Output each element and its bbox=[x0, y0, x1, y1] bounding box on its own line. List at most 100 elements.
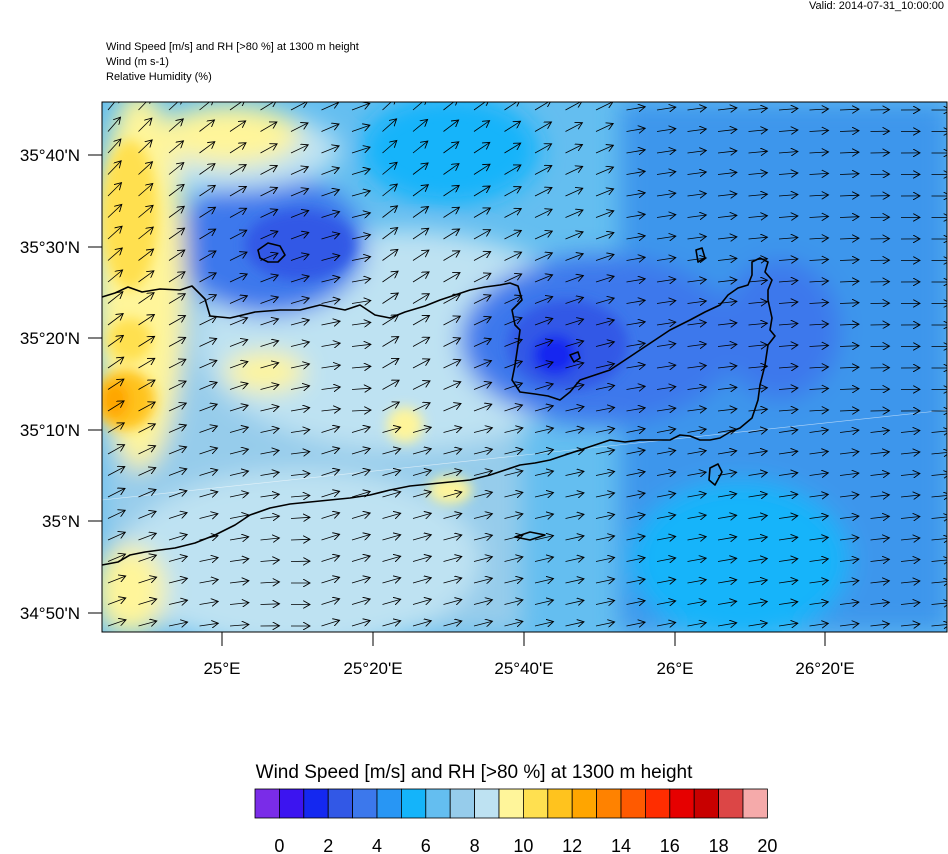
colorbar-tick-label: 14 bbox=[611, 836, 631, 854]
wind-arrow bbox=[199, 514, 218, 519]
wind-arrow bbox=[382, 102, 397, 111]
wind-arrow bbox=[565, 514, 585, 518]
wind-arrow bbox=[168, 359, 186, 369]
wind-arrow bbox=[687, 151, 707, 154]
wind-arrow bbox=[168, 513, 187, 519]
wind-arrow bbox=[138, 227, 154, 240]
wind-arrow bbox=[626, 279, 646, 282]
wind-arrow bbox=[687, 515, 707, 518]
wind-arrow bbox=[107, 576, 126, 584]
wind-arrow bbox=[107, 532, 125, 541]
wind-arrow bbox=[717, 258, 737, 260]
wind-arrow bbox=[717, 108, 737, 110]
wind-arrow bbox=[351, 513, 370, 519]
wind-arrow bbox=[748, 388, 768, 390]
wind-arrow bbox=[199, 448, 218, 455]
wind-arrow bbox=[168, 600, 188, 604]
wind-arrow bbox=[229, 362, 248, 369]
wind-arrow bbox=[473, 164, 490, 175]
wind-arrow bbox=[900, 560, 920, 562]
wind-arrow bbox=[107, 270, 123, 283]
wind-arrow bbox=[443, 120, 459, 132]
wind-arrow bbox=[260, 275, 279, 283]
wind-arrow bbox=[656, 172, 676, 175]
wind-arrow bbox=[321, 124, 340, 132]
wind-arrow bbox=[748, 194, 768, 196]
wind-arrow bbox=[107, 183, 122, 197]
wind-arrow bbox=[473, 492, 492, 497]
wind-arrow bbox=[138, 380, 156, 390]
wind-arrow bbox=[138, 511, 157, 519]
wind-arrow bbox=[138, 293, 155, 304]
wind-arrow bbox=[534, 122, 552, 132]
wind-arrow bbox=[656, 150, 676, 153]
wind-arrow bbox=[534, 406, 553, 411]
wind-arrow bbox=[504, 621, 523, 626]
wind-arrow bbox=[443, 360, 461, 369]
wind-arrow bbox=[534, 297, 553, 304]
wind-arrow bbox=[565, 428, 585, 432]
colorbar-swatch bbox=[718, 788, 744, 819]
wind-arrow bbox=[260, 385, 279, 390]
wind-arrow bbox=[595, 450, 615, 454]
wind-arrow bbox=[107, 314, 123, 326]
wind-arrow bbox=[534, 362, 553, 369]
wind-arrow bbox=[138, 205, 154, 218]
colorbar-swatch bbox=[254, 788, 280, 819]
wind-arrow bbox=[748, 173, 768, 175]
wind-arrow bbox=[656, 622, 676, 626]
wind-arrow bbox=[656, 301, 676, 304]
wind-arrow bbox=[656, 129, 676, 132]
wind-arrow bbox=[809, 367, 829, 368]
colorbar-tick-label: 2 bbox=[323, 836, 333, 854]
wind-arrow bbox=[595, 298, 614, 303]
wind-arrow bbox=[626, 601, 646, 605]
wind-arrow bbox=[504, 578, 523, 583]
wind-arrow bbox=[595, 167, 614, 175]
colorbar-swatch bbox=[498, 788, 524, 819]
colorbar-swatch bbox=[669, 788, 695, 819]
wind-arrow bbox=[809, 173, 829, 174]
wind-arrow bbox=[839, 346, 859, 347]
wind-arrow bbox=[321, 343, 341, 346]
wind-arrow bbox=[473, 295, 491, 304]
wind-arrow bbox=[870, 624, 890, 626]
wind-arrow bbox=[778, 623, 798, 626]
wind-arrow bbox=[107, 379, 124, 390]
wind-arrow bbox=[199, 273, 217, 283]
wind-arrow bbox=[138, 402, 156, 412]
wind-arrow bbox=[351, 213, 370, 218]
wind-arrow bbox=[778, 537, 798, 540]
wind-arrow bbox=[107, 445, 125, 455]
wind-arrow bbox=[717, 601, 737, 604]
wind-arrow bbox=[809, 516, 829, 519]
wind-arrow bbox=[809, 281, 829, 282]
wind-arrow bbox=[870, 602, 890, 604]
wind-arrow bbox=[290, 342, 309, 347]
wind-arrow bbox=[778, 324, 798, 326]
wind-arrow bbox=[199, 426, 218, 433]
wind-arrow bbox=[565, 319, 584, 326]
wind-arrow bbox=[748, 473, 768, 476]
wind-arrow bbox=[839, 109, 859, 110]
wind-arrow bbox=[443, 316, 461, 326]
colorbar-swatch bbox=[376, 788, 402, 819]
wind-arrow bbox=[565, 600, 585, 604]
wind-arrow bbox=[107, 139, 121, 154]
wind-arrow bbox=[351, 449, 370, 455]
wind-arrow bbox=[412, 272, 429, 283]
wind-arrow bbox=[809, 537, 829, 540]
wind-arrow bbox=[351, 301, 371, 304]
wind-arrow bbox=[321, 277, 340, 282]
wind-arrow bbox=[229, 318, 248, 326]
wind-arrow bbox=[656, 493, 676, 497]
wind-arrow bbox=[290, 408, 310, 411]
wind-arrow bbox=[565, 188, 583, 197]
wind-arrow bbox=[290, 276, 309, 283]
wind-arrow bbox=[687, 323, 707, 326]
wind-arrow bbox=[321, 321, 341, 325]
wind-arrow bbox=[717, 280, 737, 282]
wind-arrow bbox=[687, 129, 707, 132]
wind-arrow bbox=[717, 237, 737, 239]
wind-arrow bbox=[595, 254, 614, 261]
